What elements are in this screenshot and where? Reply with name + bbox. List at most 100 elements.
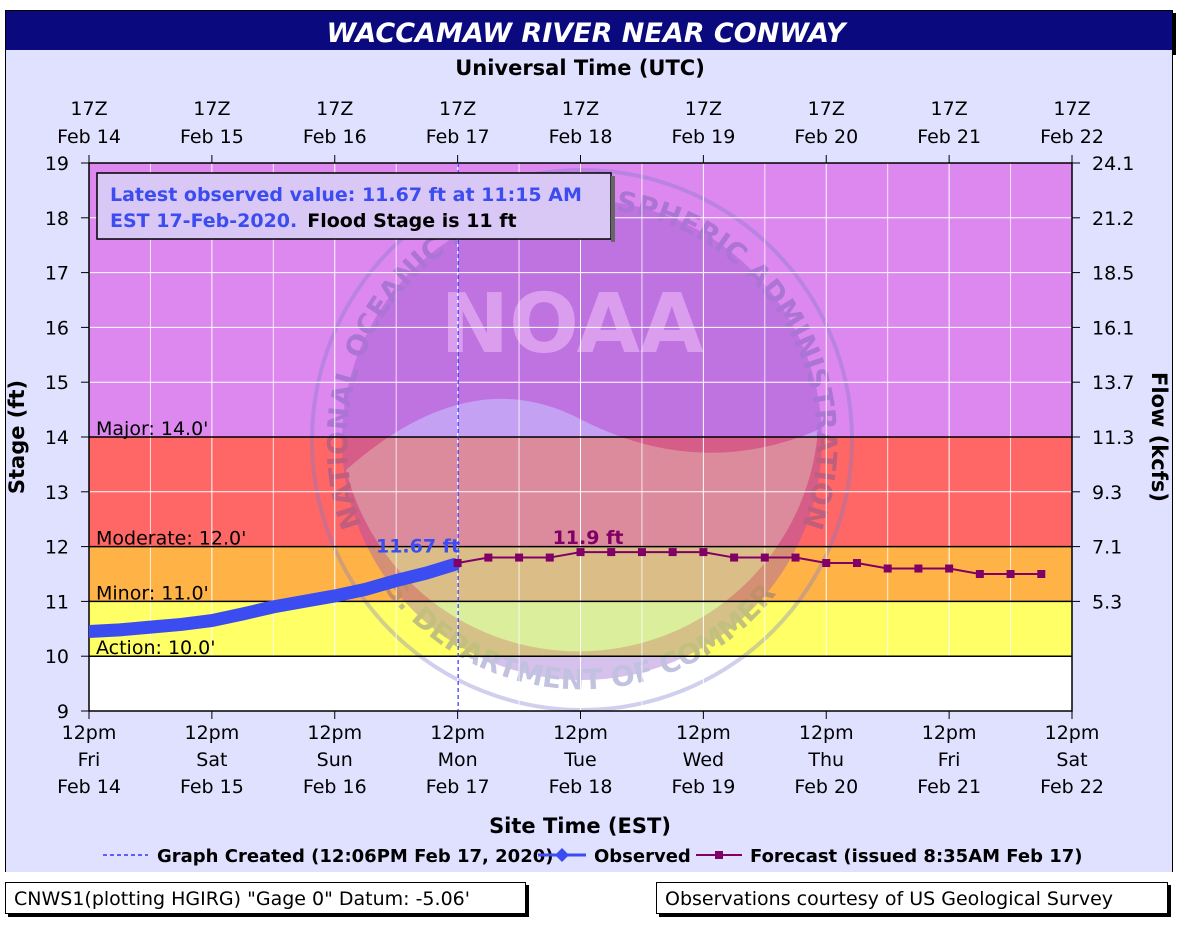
legend-observed-label: Observed (594, 846, 691, 867)
watermark-ring (310, 168, 854, 712)
y-tick-label: 13 (45, 482, 69, 504)
info-line-1: Latest observed value: 11.67 ft at 11:15… (110, 184, 582, 206)
bottom-tick-day: Thu (807, 749, 844, 771)
info-line-2: EST 17-Feb-2020. Flood Stage is 11 ft (110, 210, 517, 232)
watermark-disc (342, 200, 822, 680)
forecast-point (852, 559, 861, 568)
legend-forecast-label: Forecast (issued 8:35AM Feb 17) (750, 846, 1083, 867)
y-tick-label: 18 (45, 208, 69, 230)
y-tick-label: 11 (45, 591, 69, 613)
legend-graph-created-label: Graph Created (12:06PM Feb 17, 2020) (157, 846, 553, 867)
bottom-tick-time: 12pm (922, 722, 977, 744)
bottom-tick-day: Fri (78, 749, 101, 771)
y-tick-label: 15 (45, 372, 69, 394)
flood-label-moderate: Moderate: 12.0' (96, 528, 246, 550)
y-tick-label: 9 (57, 701, 69, 723)
top-tick-date: Feb 17 (426, 126, 490, 148)
bottom-tick-date: Feb 16 (303, 776, 367, 798)
forecast-point (730, 553, 739, 562)
info-box-shadow (611, 176, 615, 242)
top-tick-label: 17Z (439, 98, 476, 120)
bottom-tick-time: 12pm (553, 722, 608, 744)
observed-value-label: 11.67 ft (376, 536, 460, 558)
flood-label-major: Major: 14.0' (96, 418, 208, 440)
forecast-point (1006, 570, 1015, 578)
y-tick-label: 12 (45, 537, 69, 559)
y2-tick-label: 24.1 (1092, 153, 1134, 175)
bottom-tick-date: Feb 19 (671, 776, 735, 798)
y2-tick-label: 9.3 (1092, 482, 1122, 504)
bottom-tick-date: Feb 22 (1040, 776, 1104, 798)
top-tick-date: Feb 14 (57, 126, 121, 148)
forecast-point (607, 548, 616, 557)
y2-tick-label: 7.1 (1092, 537, 1122, 559)
forecast-crest-label: 11.9 ft (553, 527, 624, 549)
flood-label-minor: Minor: 11.0' (96, 582, 209, 604)
y-tick-label: 10 (45, 646, 69, 668)
top-tick-label: 17Z (1053, 98, 1090, 120)
top-tick-date: Feb 18 (549, 126, 613, 148)
top-tick-date: Feb 16 (303, 126, 367, 148)
bottom-tick-time: 12pm (185, 722, 240, 744)
top-tick-date: Feb 22 (1040, 126, 1104, 148)
chart-title: WACCAMAW RIVER NEAR CONWAY (327, 18, 848, 49)
bottom-tick-day: Fri (938, 749, 961, 771)
top-tick-label: 17Z (931, 98, 968, 120)
forecast-point (699, 548, 708, 557)
top-tick-label: 17Z (685, 98, 722, 120)
bottom-tick-time: 12pm (62, 722, 117, 744)
top-tick-label: 17Z (70, 98, 107, 120)
top-tick-date: Feb 19 (671, 126, 735, 148)
y-tick-label: 16 (45, 317, 69, 339)
bottom-tick-date: Feb 18 (549, 776, 613, 798)
title-bar (5, 10, 1173, 52)
bottom-tick-date: Feb 17 (426, 776, 490, 798)
top-tick-date: Feb 15 (180, 126, 244, 148)
top-tick-label: 17Z (316, 98, 353, 120)
bottom-tick-date: Feb 14 (57, 776, 121, 798)
forecast-point (1037, 570, 1046, 578)
info-line-2-date: EST 17-Feb-2020. (110, 210, 297, 232)
legend-forecast-marker (715, 851, 723, 859)
top-tick-label: 17Z (193, 98, 230, 120)
bottom-tick-day: Tue (563, 749, 596, 771)
y2-tick-label: 11.3 (1092, 427, 1134, 449)
bottom-tick-time: 12pm (1045, 722, 1100, 744)
bottom-tick-date: Feb 21 (917, 776, 981, 798)
info-box (96, 172, 612, 240)
y2-tick-label: 16.1 (1092, 317, 1134, 339)
forecast-point (668, 548, 677, 557)
bottom-tick-time: 12pm (676, 722, 731, 744)
y-axis-title: Stage (ft) (5, 380, 29, 494)
y2-tick-label: 13.7 (1092, 372, 1134, 394)
bottom-axis-title: Site Time (EST) (489, 814, 671, 838)
top-axis-title: Universal Time (UTC) (455, 56, 705, 80)
credit-footer: Observations courtesy of US Geological S… (656, 882, 1168, 914)
y-tick-label: 17 (45, 263, 69, 285)
forecast-point (545, 553, 554, 562)
legend-observed-marker (555, 848, 569, 862)
forecast-point (576, 548, 585, 557)
forecast-point (484, 553, 493, 562)
y2-tick-label: 5.3 (1092, 591, 1122, 613)
forecast-series-line (457, 551, 1042, 575)
bottom-tick-time: 12pm (799, 722, 854, 744)
forecast-point (883, 564, 892, 573)
y2-tick-label: 18.5 (1092, 263, 1134, 285)
forecast-point (914, 564, 923, 573)
bottom-tick-day: Sun (317, 749, 353, 771)
forecast-point (760, 553, 769, 562)
legend: Graph Created (12:06PM Feb 17, 2020) Obse… (103, 846, 1083, 867)
bottom-tick-day: Mon (438, 749, 478, 771)
bottom-tick-day: Sat (1056, 749, 1087, 771)
bottom-tick-time: 12pm (430, 722, 485, 744)
top-tick-label: 17Z (562, 98, 599, 120)
bottom-tick-date: Feb 20 (794, 776, 858, 798)
datum-footer: CNWS1(plotting HGIRG) "Gage 0" Datum: -5… (5, 882, 526, 914)
info-line-2-flood-stage: Flood Stage is 11 ft (307, 210, 516, 232)
watermark-logo: NOAA (440, 277, 704, 372)
bottom-tick-day: Wed (683, 749, 724, 771)
top-tick-date: Feb 20 (794, 126, 858, 148)
